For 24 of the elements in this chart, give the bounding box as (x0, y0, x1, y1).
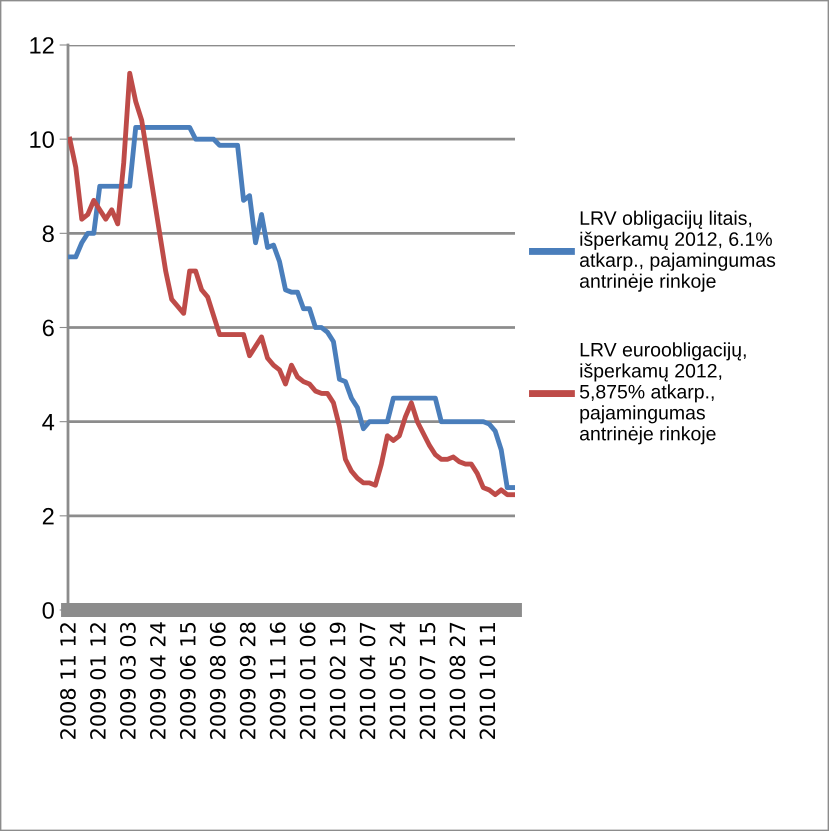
legend-label: LRV euroobligacijų, išperkamų 2012, 5,875% atkarp., pajamingumas antrinėje rinkoje (580, 342, 746, 444)
y-tick-label: 12 (30, 37, 54, 54)
x-tick-label: 2010 10 11 (480, 623, 496, 739)
x-tick-label: 2010 01 06 (300, 622, 316, 739)
x-tick-label: 2009 03 03 (120, 622, 136, 739)
x-tick-label: 2008 11 12 (60, 623, 76, 739)
legend-label: LRV obligacijų litais, išperkamų 2012, 6.1% atkarp., pajamingumas antrinėje rinkoje (580, 210, 776, 292)
x-tick-label: 2009 11 16 (270, 622, 286, 739)
x-tick-label: 2010 08 27 (450, 622, 466, 739)
x-tick-label: 2010 05 24 (390, 622, 406, 739)
x-tick-label: 2009 01 12 (90, 623, 106, 739)
x-tick-label: 2009 04 24 (150, 622, 166, 739)
x-tick-label: 2009 06 15 (180, 622, 196, 739)
y-tick-label: 4 (42, 414, 54, 430)
y-tick-label: 6 (42, 320, 54, 336)
x-tick-label: 2010 07 15 (420, 622, 436, 739)
x-tick-label: 2009 08 06 (210, 622, 226, 739)
y-tick-label: 2 (42, 508, 54, 524)
x-tick-label: 2009 09 28 (240, 622, 256, 739)
y-tick-label: 8 (42, 225, 54, 242)
x-tick-label: 2010 04 07 (360, 622, 376, 739)
y-tick-label: 10 (30, 131, 54, 148)
x-tick-label: 2010 02 19 (330, 622, 346, 739)
y-tick-label: 0 (42, 602, 54, 619)
